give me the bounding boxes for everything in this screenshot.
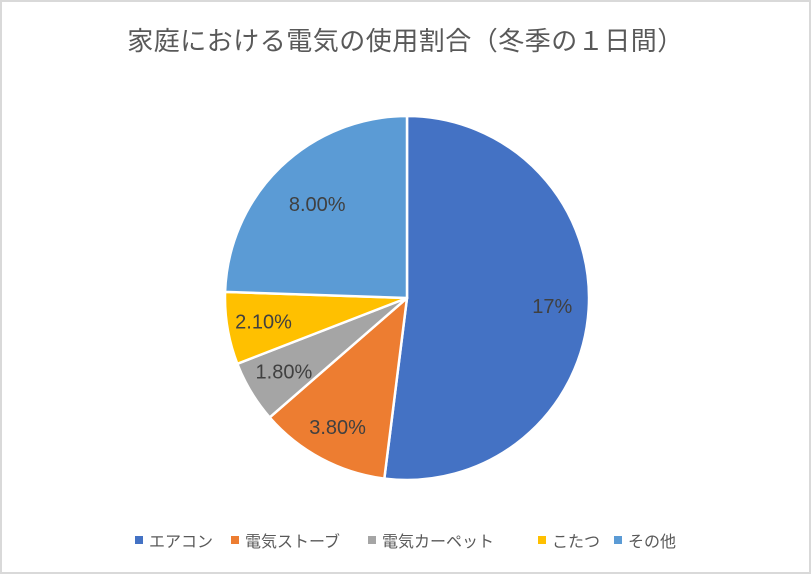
legend-item-0: エアコン <box>134 528 213 552</box>
pie-slice-label-3: 2.10% <box>235 311 292 333</box>
legend-marker-icon <box>134 536 143 544</box>
legend-item-label: 電気カーペット <box>382 534 495 551</box>
legend-item-4: その他 <box>614 528 676 552</box>
pie-slice-label-2: 1.80% <box>256 361 313 383</box>
pie-slice-label-4: 8.00% <box>289 194 346 216</box>
legend-item-label: エアコン <box>148 534 213 551</box>
pie-slice-0 <box>383 114 591 482</box>
chart-title: 家庭における電気の使用割合（冬季の１日間） <box>127 26 684 56</box>
legend-item-3: こたつ <box>538 528 600 552</box>
legend-marker-icon <box>230 536 239 544</box>
pie-slice-1 <box>268 296 409 480</box>
legend-item-label: その他 <box>628 534 677 551</box>
legend-marker-icon <box>368 536 376 544</box>
legend: エアコン 電気ストーブ 電気カーペット こたつ その他 <box>2 528 809 552</box>
legend-item-2: 電気カーペット <box>368 528 494 552</box>
pie-slice-label-1: 3.80% <box>309 417 366 439</box>
legend-item-1: 電気ストーブ <box>230 528 340 552</box>
legend-marker-icon <box>538 536 547 544</box>
legend-item-label: こたつ <box>552 534 601 551</box>
legend-item-label: 電気ストーブ <box>244 534 340 551</box>
pie-slice-4 <box>223 114 409 300</box>
pie-slice-label-0: 17% <box>532 296 572 318</box>
legend-marker-icon <box>614 536 623 544</box>
